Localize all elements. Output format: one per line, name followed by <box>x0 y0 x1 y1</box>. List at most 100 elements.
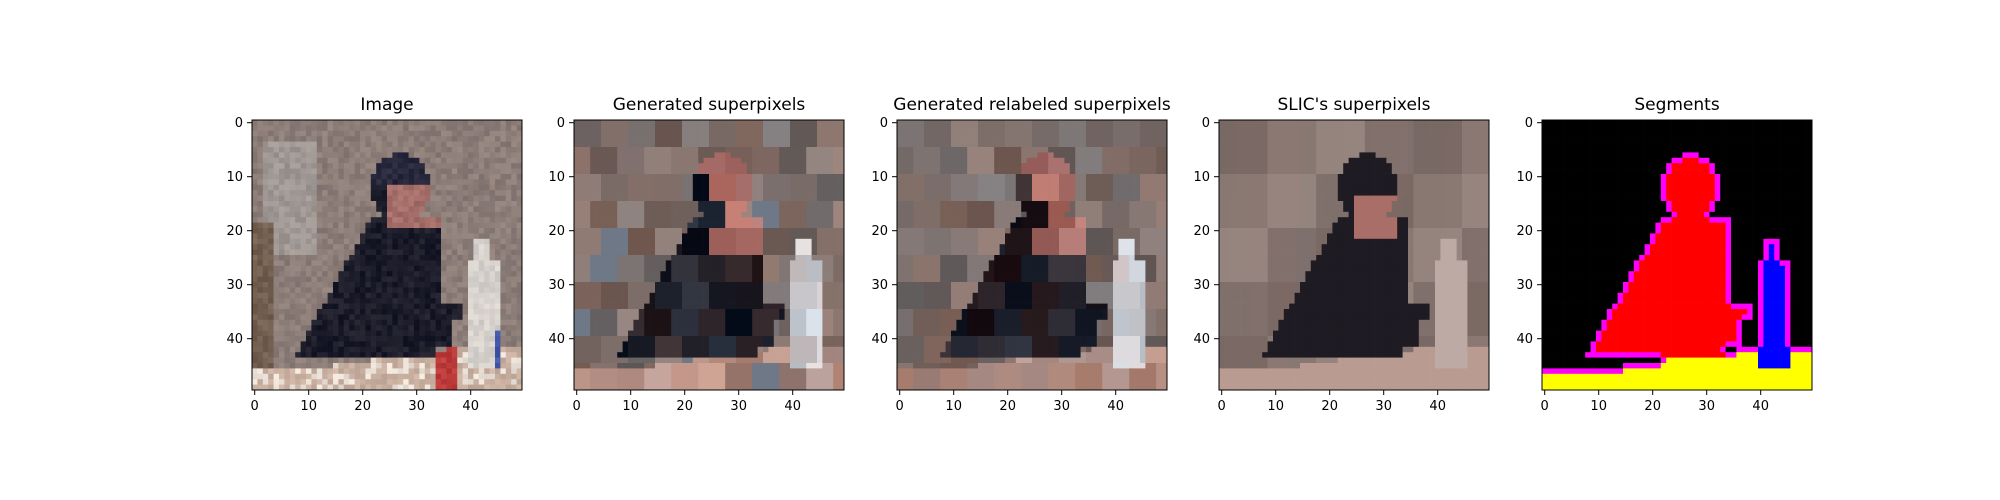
heatmap-cell <box>478 195 485 202</box>
heatmap-cell <box>682 319 688 326</box>
heatmap-cell <box>484 195 490 202</box>
heatmap-cell <box>784 260 791 267</box>
heatmap-cell <box>338 379 345 385</box>
heatmap-cell <box>462 384 469 391</box>
heatmap-cell <box>505 255 512 261</box>
heatmap-cell <box>430 222 436 229</box>
heatmap-cell <box>306 174 312 180</box>
heatmap-cell <box>730 379 737 385</box>
heatmap-cell <box>473 136 480 142</box>
heatmap-cell <box>838 190 845 196</box>
heatmap-cell <box>392 184 399 191</box>
heatmap-cell <box>511 373 517 380</box>
heatmap-cell <box>827 298 834 304</box>
heatmap-cell <box>628 228 634 234</box>
heatmap-cell <box>300 357 307 364</box>
heatmap-cell <box>511 314 517 321</box>
heatmap-cell <box>408 282 415 288</box>
heatmap-cell <box>403 130 409 137</box>
heatmap-cell <box>746 157 753 164</box>
heatmap-cell <box>746 271 753 277</box>
heatmap-cell <box>698 249 704 256</box>
heatmap-cell <box>811 341 818 348</box>
heatmap-cell <box>338 314 345 321</box>
heatmap-cell <box>343 152 350 159</box>
heatmap-cell <box>736 325 742 331</box>
heatmap-cell <box>505 384 512 391</box>
heatmap-cell <box>633 179 640 186</box>
heatmap-cell <box>257 346 264 353</box>
heatmap-cell <box>644 319 650 326</box>
heatmap-cell <box>430 141 436 148</box>
heatmap-cell <box>451 276 458 283</box>
heatmap-cell <box>698 168 704 175</box>
heatmap-cell <box>827 228 834 234</box>
heatmap-cell <box>505 287 512 294</box>
heatmap-cell <box>655 222 661 229</box>
heatmap-cell <box>473 201 480 207</box>
heatmap-cell <box>451 157 458 164</box>
heatmap-cell <box>316 276 323 283</box>
heatmap-cell <box>262 271 269 277</box>
heatmap-cell <box>370 271 377 277</box>
heatmap-cell <box>322 282 328 288</box>
heatmap-cell <box>752 314 758 321</box>
heatmap-cell <box>757 282 764 288</box>
heatmap-cell <box>419 152 426 159</box>
heatmap-cell <box>795 314 802 321</box>
heatmap-cell <box>289 314 296 321</box>
heatmap-cell <box>343 179 350 186</box>
heatmap-cell <box>365 282 372 288</box>
heatmap-cell <box>408 222 415 229</box>
heatmap-cell <box>478 152 485 159</box>
heatmap-cell <box>660 163 667 169</box>
heatmap-cell <box>838 292 845 299</box>
heatmap-cell <box>779 314 785 321</box>
heatmap-cell <box>800 303 807 310</box>
heatmap-cell <box>316 341 323 348</box>
heatmap-cell <box>489 292 496 299</box>
heatmap-cell <box>262 352 269 358</box>
heatmap-cell <box>473 238 480 245</box>
heatmap-cell <box>617 201 623 207</box>
heatmap-cell <box>365 265 372 272</box>
heatmap-cell <box>822 125 829 132</box>
heatmap-cell <box>306 120 312 126</box>
heatmap-cell <box>354 125 361 132</box>
heatmap-cell <box>687 346 694 353</box>
heatmap-cell <box>784 168 791 175</box>
heatmap-cell <box>484 363 490 369</box>
heatmap-cell <box>741 206 748 213</box>
heatmap-cell <box>322 206 328 213</box>
heatmap-cell <box>516 325 523 331</box>
heatmap-cell <box>811 314 818 321</box>
heatmap-cell <box>257 363 264 369</box>
heatmap-cell <box>284 152 291 159</box>
heatmap-cell <box>579 141 586 148</box>
heatmap-cell <box>484 244 490 250</box>
heatmap-cell <box>273 157 280 164</box>
heatmap-cell <box>611 130 618 137</box>
heatmap-cell <box>606 282 613 288</box>
heatmap-cell <box>617 238 623 245</box>
heatmap-cell <box>644 260 650 267</box>
heatmap-cell <box>516 330 523 337</box>
heatmap-cell <box>671 373 677 380</box>
heatmap-cell <box>784 271 791 277</box>
heatmap-cell <box>633 228 640 234</box>
heatmap-cell <box>719 352 726 358</box>
heatmap-cell <box>489 201 496 207</box>
heatmap-cell <box>435 163 442 169</box>
heatmap-cell <box>606 211 613 218</box>
heatmap-cell <box>397 282 404 288</box>
heatmap-cell <box>671 298 677 304</box>
heatmap-cell <box>676 184 683 191</box>
heatmap-cell <box>397 130 404 137</box>
heatmap-cell <box>505 228 512 234</box>
heatmap-cell <box>279 287 285 294</box>
heatmap-cell <box>430 206 436 213</box>
heatmap-cell <box>295 271 301 277</box>
heatmap-cell <box>671 384 677 391</box>
heatmap-cell <box>495 228 501 234</box>
heatmap-cell <box>617 282 623 288</box>
